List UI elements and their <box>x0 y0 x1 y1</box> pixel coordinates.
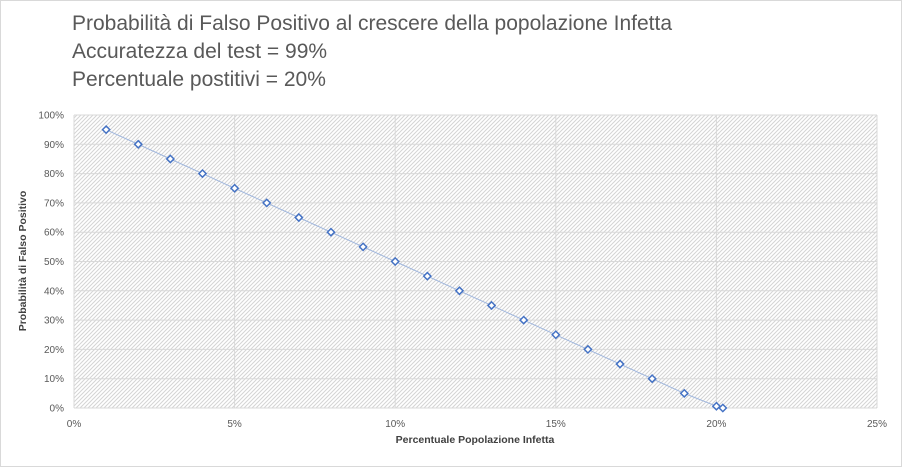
chart-title: Probabilità di Falso Positivo al crescer… <box>72 10 672 94</box>
series-layer <box>101 124 728 413</box>
data-point <box>647 374 657 384</box>
grid-lines <box>73 114 878 409</box>
data-point <box>422 271 432 281</box>
data-point <box>551 330 561 340</box>
data-point <box>711 401 722 411</box>
x-tick-label: 25% <box>867 419 887 430</box>
data-point <box>486 300 497 311</box>
x-tick-label: 10% <box>385 419 405 430</box>
data-point <box>165 154 176 164</box>
y-tick-label: 40% <box>44 286 64 297</box>
chart-title-line-2: Accuratezza del test = 99% <box>72 40 328 63</box>
data-point <box>454 286 465 296</box>
y-tick-label: 70% <box>44 198 64 209</box>
x-tick-label: 5% <box>227 419 242 430</box>
chart-title-line-1: Probabilità di Falso Positivo al crescer… <box>72 12 673 35</box>
y-tick-label: 10% <box>44 374 64 385</box>
data-point <box>718 403 728 413</box>
x-tick-label: 0% <box>67 419 82 430</box>
y-tick-label: 60% <box>44 228 64 239</box>
y-tick-label: 20% <box>44 345 64 356</box>
data-point <box>358 242 368 252</box>
y-tick-label: 100% <box>38 111 64 122</box>
data-point <box>262 198 272 208</box>
data-point <box>197 168 208 179</box>
x-tick-label: 20% <box>706 419 726 430</box>
y-axis-ticks: 0% 10% 20% 30% 40% 50% 60% 70% 80% 90% 100% <box>38 111 64 415</box>
data-point <box>229 183 240 193</box>
chart-title-line-3: Percentuale postitivi = 20% <box>72 68 326 91</box>
x-axis-title: Percentuale Popolazione Infetta <box>396 434 555 446</box>
data-point <box>583 344 593 355</box>
y-tick-label: 30% <box>44 316 64 327</box>
y-tick-label: 80% <box>44 169 64 180</box>
data-point <box>294 212 304 223</box>
y-axis-title: Probabilità di Falso Positivo <box>17 191 29 332</box>
y-tick-label: 50% <box>44 257 64 268</box>
data-point <box>679 388 689 399</box>
x-axis-ticks: 0% 5% 10% 15% 20% 25% <box>67 419 887 430</box>
y-tick-label: 90% <box>44 140 64 151</box>
data-point <box>519 315 529 325</box>
data-point <box>101 124 111 135</box>
data-point <box>615 359 625 369</box>
data-point <box>326 227 336 237</box>
data-point <box>390 256 400 267</box>
data-point <box>133 139 143 149</box>
y-tick-label: 0% <box>50 404 65 415</box>
x-tick-label: 15% <box>546 419 566 430</box>
